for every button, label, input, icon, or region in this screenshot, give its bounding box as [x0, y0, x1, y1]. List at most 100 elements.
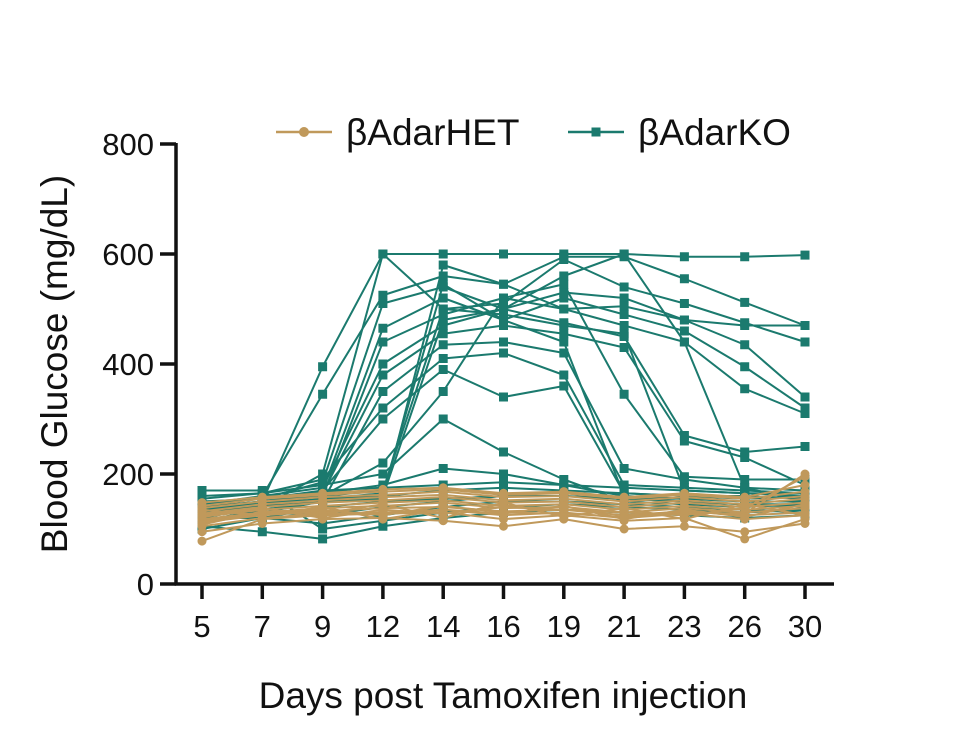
y-tick-label: 400: [102, 347, 154, 382]
data-point: [619, 464, 629, 473]
data-point: [679, 299, 689, 308]
data-point: [559, 475, 569, 484]
y-tick-label: 800: [102, 127, 154, 162]
data-point: [559, 279, 569, 289]
data-point: [740, 512, 750, 522]
data-point: [499, 293, 508, 303]
data-point: [740, 527, 750, 537]
data-point: [378, 359, 388, 369]
x-tick-label: 26: [727, 609, 761, 644]
data-point: [559, 501, 569, 511]
data-point: [679, 521, 689, 531]
data-point: [800, 480, 810, 490]
y-axis-title: Blood Glucose (mg/dL): [34, 175, 75, 553]
data-point: [438, 329, 448, 339]
data-point: [318, 502, 328, 512]
data-point: [740, 447, 750, 457]
data-point: [740, 499, 750, 509]
data-point: [499, 392, 508, 402]
data-point: [619, 483, 629, 493]
data-point: [800, 337, 810, 347]
data-point: [619, 249, 629, 259]
data-point: [378, 469, 388, 479]
data-point: [559, 288, 569, 297]
x-tick-label: 5: [193, 609, 210, 644]
data-point: [800, 442, 810, 451]
data-point: [559, 321, 569, 330]
data-point: [318, 469, 328, 479]
data-point: [619, 282, 629, 292]
data-point: [679, 472, 689, 482]
data-point: [619, 503, 629, 513]
data-point: [378, 323, 388, 333]
data-point: [619, 389, 629, 399]
data-point: [740, 340, 750, 350]
data-point: [197, 536, 207, 546]
data-point: [619, 321, 629, 330]
data-point: [378, 370, 388, 380]
data-point: [499, 249, 508, 259]
data-point: [619, 329, 629, 339]
legend-het-label: βAdarHET: [346, 112, 519, 153]
data-point: [559, 512, 569, 522]
y-tick-label: 0: [137, 567, 154, 602]
data-point: [499, 337, 508, 347]
data-point: [318, 480, 328, 490]
data-point: [499, 509, 508, 519]
data-point: [438, 365, 448, 374]
data-point: [378, 299, 388, 308]
data-point: [740, 483, 750, 493]
x-ticks: 5 7 9 12 14 16 19 21 23 26 30: [193, 584, 822, 644]
data-point: [378, 290, 388, 300]
y-tick-label: 600: [102, 237, 154, 272]
series-het: [197, 469, 810, 546]
data-point: [679, 431, 689, 440]
data-point: [378, 484, 388, 494]
data-point: [318, 534, 328, 544]
data-point: [499, 521, 508, 531]
data-point: [318, 509, 328, 519]
data-point: [619, 514, 629, 524]
legend-item-ko: βAdarKO: [568, 112, 791, 153]
data-point: [378, 403, 388, 413]
data-point: [438, 340, 448, 350]
data-point: [559, 348, 569, 358]
data-point: [197, 505, 207, 515]
data-point: [679, 315, 689, 325]
data-point: [438, 354, 448, 363]
data-point: [438, 505, 448, 515]
data-point: [619, 524, 629, 534]
data-point: [619, 293, 629, 303]
data-point: [438, 249, 448, 259]
data-point: [559, 293, 569, 303]
x-tick-label: 14: [426, 609, 460, 644]
data-point: [438, 387, 448, 396]
data-point: [559, 480, 569, 490]
data-point: [378, 499, 388, 509]
data-point: [740, 252, 750, 262]
data-point: [619, 310, 629, 319]
legend: βAdarHET βAdarKO: [276, 112, 791, 153]
data-point: [740, 492, 750, 502]
data-point: [800, 499, 810, 509]
data-point: [438, 279, 448, 289]
data-point: [378, 414, 388, 424]
data-point: [800, 250, 810, 260]
x-tick-label: 16: [486, 609, 520, 644]
data-point: [800, 472, 810, 482]
data-point: [499, 321, 508, 330]
data-point: [499, 310, 508, 319]
data-point: [679, 505, 689, 515]
data-point: [559, 337, 569, 347]
data-point: [318, 488, 328, 498]
data-point: [740, 475, 750, 484]
data-point: [438, 310, 448, 319]
data-point: [438, 513, 448, 523]
data-point: [438, 271, 448, 281]
data-point: [740, 297, 750, 307]
data-point: [559, 271, 569, 281]
data-point: [740, 321, 750, 330]
data-point: [559, 304, 569, 314]
x-tick-label: 19: [547, 609, 581, 644]
data-point: [800, 403, 810, 413]
